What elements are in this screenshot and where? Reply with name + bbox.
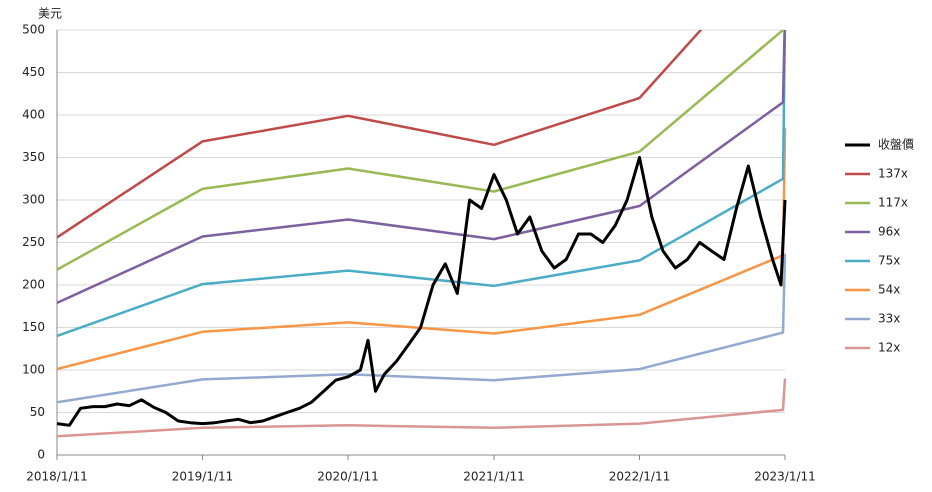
y-tick-label: 150 [22,320,45,334]
series-line [57,30,786,305]
x-tick-label: 2021/1/11 [463,470,525,484]
legend-label: 12x [878,341,900,355]
legend-label: 54x [878,283,900,297]
series-line [57,30,787,338]
y-tick-label: 100 [22,363,45,377]
legend-label: 96x [878,225,900,239]
legend-label: 33x [878,312,900,326]
legend-label: 75x [878,254,900,268]
x-tick-label: 2023/1/11 [754,470,816,484]
y-tick-label: 500 [22,23,45,37]
y-tick-label: 0 [37,448,45,462]
legend-label: 117x [878,196,908,210]
series-line [57,156,787,427]
y-tick-label: 300 [22,193,45,207]
series-line [57,253,787,404]
y-tick-label: 50 [30,405,45,419]
y-tick-label: 200 [22,278,45,292]
x-tick-label: 2019/1/11 [172,470,234,484]
legend-label: 收盤價 [878,138,914,152]
series-line [57,30,703,239]
y-axis-label: 美元 [38,7,62,21]
series-line [57,30,785,271]
x-tick-label: 2022/1/11 [609,470,671,484]
y-tick-label: 400 [22,108,45,122]
legend-label: 137x [878,167,908,181]
y-tick-label: 250 [22,235,45,249]
series-line [57,378,787,438]
y-tick-label: 350 [22,150,45,164]
x-tick-label: 2018/1/11 [26,470,88,484]
plot-lines [57,30,787,438]
x-tick-label: 2020/1/11 [317,470,379,484]
y-tick-label: 450 [22,65,45,79]
